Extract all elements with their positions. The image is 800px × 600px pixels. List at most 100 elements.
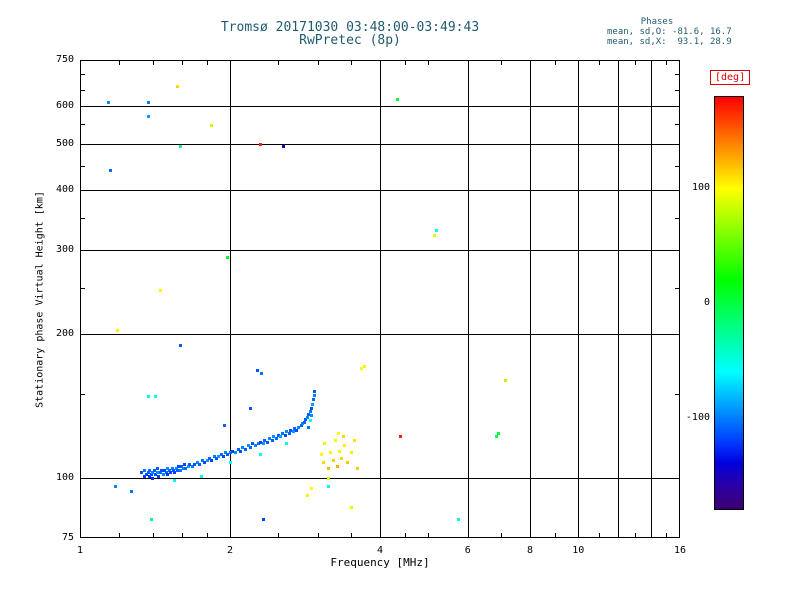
y-minor-tick	[80, 166, 85, 168]
scatter-point	[182, 462, 186, 466]
scatter-point	[249, 445, 253, 449]
scatter-point	[177, 464, 181, 468]
colorbar-unit-label: [deg]	[710, 70, 751, 85]
scatter-point	[308, 419, 312, 423]
scatter-point	[435, 228, 439, 232]
scatter-point	[195, 460, 199, 464]
scatter-point	[158, 289, 162, 293]
scatter-point	[326, 485, 330, 489]
scatter-point	[178, 144, 182, 148]
scatter-point	[149, 517, 153, 521]
x-minor-tick	[152, 533, 154, 538]
scatter-point	[310, 406, 314, 410]
scatter-point	[340, 456, 344, 460]
scatter-point	[350, 505, 354, 509]
x-minor-tick	[598, 60, 600, 65]
phase-stats: Phases mean, sd,O: -81.6, 16.7 mean, sd,…	[607, 17, 757, 47]
scatter-point	[253, 444, 257, 448]
scatter-point	[230, 449, 234, 453]
scatter-point	[157, 474, 161, 478]
scatter-point	[154, 395, 158, 399]
scatter-point	[186, 464, 190, 468]
scatter-point	[279, 435, 283, 439]
scatter-point	[181, 466, 185, 470]
scatter-point	[155, 466, 159, 470]
scatter-point	[270, 438, 274, 442]
scatter-point	[276, 433, 280, 437]
scatter-point	[224, 451, 228, 455]
scatter-point	[328, 451, 332, 455]
scatter-point	[291, 430, 295, 434]
scatter-point	[236, 447, 240, 451]
scatter-point	[305, 494, 309, 498]
scatter-point	[457, 517, 461, 521]
y-minor-tick	[675, 89, 680, 91]
colorbar-tick-label: 0	[703, 297, 710, 308]
scatter-point	[169, 470, 173, 474]
y-axis-label: Stationary phase Virtual Height [km]	[34, 191, 46, 408]
scatter-point	[323, 442, 327, 446]
scatter-point	[311, 398, 315, 402]
y-minor-tick	[80, 74, 85, 76]
y-tick-label: 75	[61, 532, 74, 543]
colorbar-tick-label: 100	[691, 182, 710, 193]
x-minor-tick	[278, 533, 280, 538]
y-minor-tick	[675, 218, 680, 220]
scatter-point	[297, 425, 301, 429]
scatter-point	[161, 472, 165, 476]
scatter-point	[160, 468, 164, 472]
y-tick-label: 200	[55, 328, 74, 340]
scatter-point	[146, 100, 150, 104]
scatter-point	[263, 438, 267, 442]
y-minor-tick	[675, 166, 680, 168]
scatter-point	[143, 468, 147, 472]
scatter-point	[228, 451, 232, 455]
y-tick-label: 100	[55, 472, 74, 484]
scatter-point	[301, 422, 305, 426]
x-minor-tick	[501, 60, 503, 65]
scatter-point	[251, 442, 255, 446]
scatter-point	[205, 458, 209, 462]
scatter-point	[199, 474, 203, 478]
gridline-vertical	[578, 60, 580, 538]
y-tick-label: 300	[55, 244, 74, 256]
scatter-point	[281, 432, 285, 436]
scatter-point	[180, 464, 184, 468]
scatter-point	[149, 472, 153, 476]
scatter-point	[241, 445, 245, 449]
scatter-point	[145, 472, 149, 476]
x-minor-tick	[428, 60, 430, 65]
phase-stats-x-mode: mean, sd,X: 93.1, 28.9	[607, 37, 732, 47]
scatter-point	[321, 460, 325, 464]
scatter-point	[148, 474, 152, 478]
y-minor-tick	[675, 394, 680, 396]
scatter-point	[338, 449, 342, 453]
x-minor-tick	[666, 533, 668, 538]
scatter-point	[309, 414, 313, 418]
scatter-point	[331, 458, 335, 462]
scatter-point	[244, 447, 248, 451]
scatter-point	[108, 168, 112, 172]
scatter-point	[226, 453, 230, 457]
scatter-point	[319, 453, 323, 457]
x-minor-tick	[555, 60, 557, 65]
colorbar	[714, 96, 744, 510]
scatter-point	[249, 406, 253, 410]
scatter-point	[504, 379, 508, 383]
scatter-point	[166, 466, 170, 470]
scatter-point	[272, 435, 276, 439]
gridline-horizontal	[80, 190, 680, 192]
x-tick-label: 1	[76, 545, 84, 556]
scatter-point	[164, 470, 168, 474]
x-minor-tick	[635, 533, 637, 538]
scatter-point	[178, 343, 182, 347]
scatter-point	[349, 451, 353, 455]
x-minor-tick	[152, 60, 154, 65]
x-minor-tick	[181, 60, 183, 65]
scatter-point	[176, 468, 180, 472]
scatter-point	[255, 369, 259, 373]
scatter-point	[148, 468, 152, 472]
gridline-horizontal	[80, 250, 680, 252]
x-minor-tick	[405, 533, 407, 538]
scatter-point	[312, 393, 316, 397]
